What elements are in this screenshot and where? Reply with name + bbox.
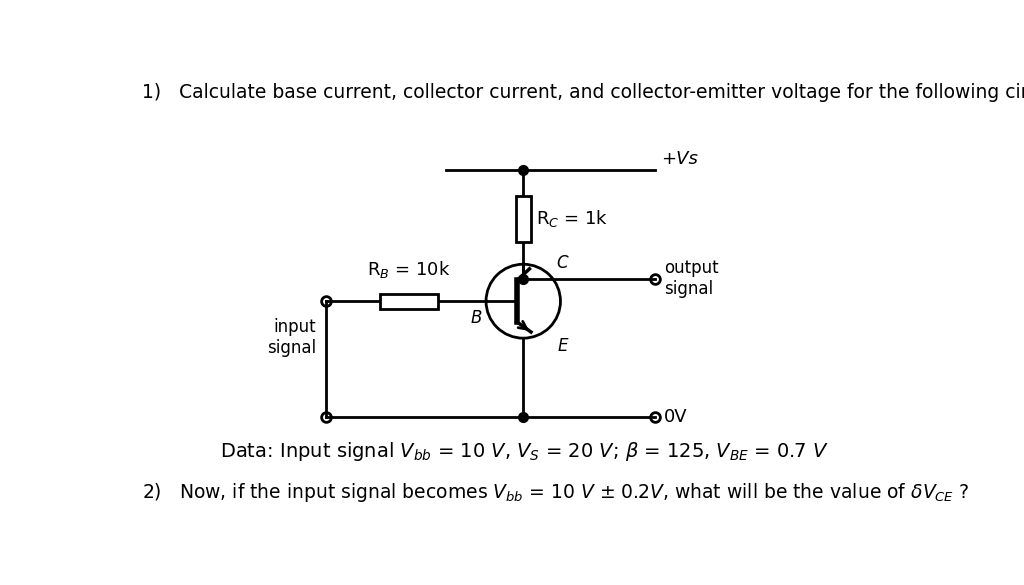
Text: 2)   Now, if the input signal becomes $V_{bb}$ = 10 $V$ $\pm$ 0.2$V$, what will : 2) Now, if the input signal becomes $V_{… <box>142 481 970 504</box>
Text: R$_B$ = 10k: R$_B$ = 10k <box>368 259 451 280</box>
Text: output
signal: output signal <box>665 260 719 298</box>
Bar <box>515 196 531 242</box>
Text: R$_C$ = 1k: R$_C$ = 1k <box>537 208 608 229</box>
Text: input
signal: input signal <box>267 318 316 357</box>
Text: Data: Input signal $V_{bb}$ = 10 $V$, $V_S$ = 20 $V$; $\beta$ = 125, $V_{BE}$ = : Data: Input signal $V_{bb}$ = 10 $V$, $V… <box>220 440 829 463</box>
Text: 0V: 0V <box>665 408 688 426</box>
Text: B: B <box>471 309 482 327</box>
Text: E: E <box>557 336 568 355</box>
Bar <box>380 294 438 309</box>
Text: 1)   Calculate base current, collector current, and collector-emitter voltage fo: 1) Calculate base current, collector cur… <box>142 83 1024 102</box>
Text: C: C <box>557 254 568 272</box>
Text: +Vs: +Vs <box>662 150 698 168</box>
